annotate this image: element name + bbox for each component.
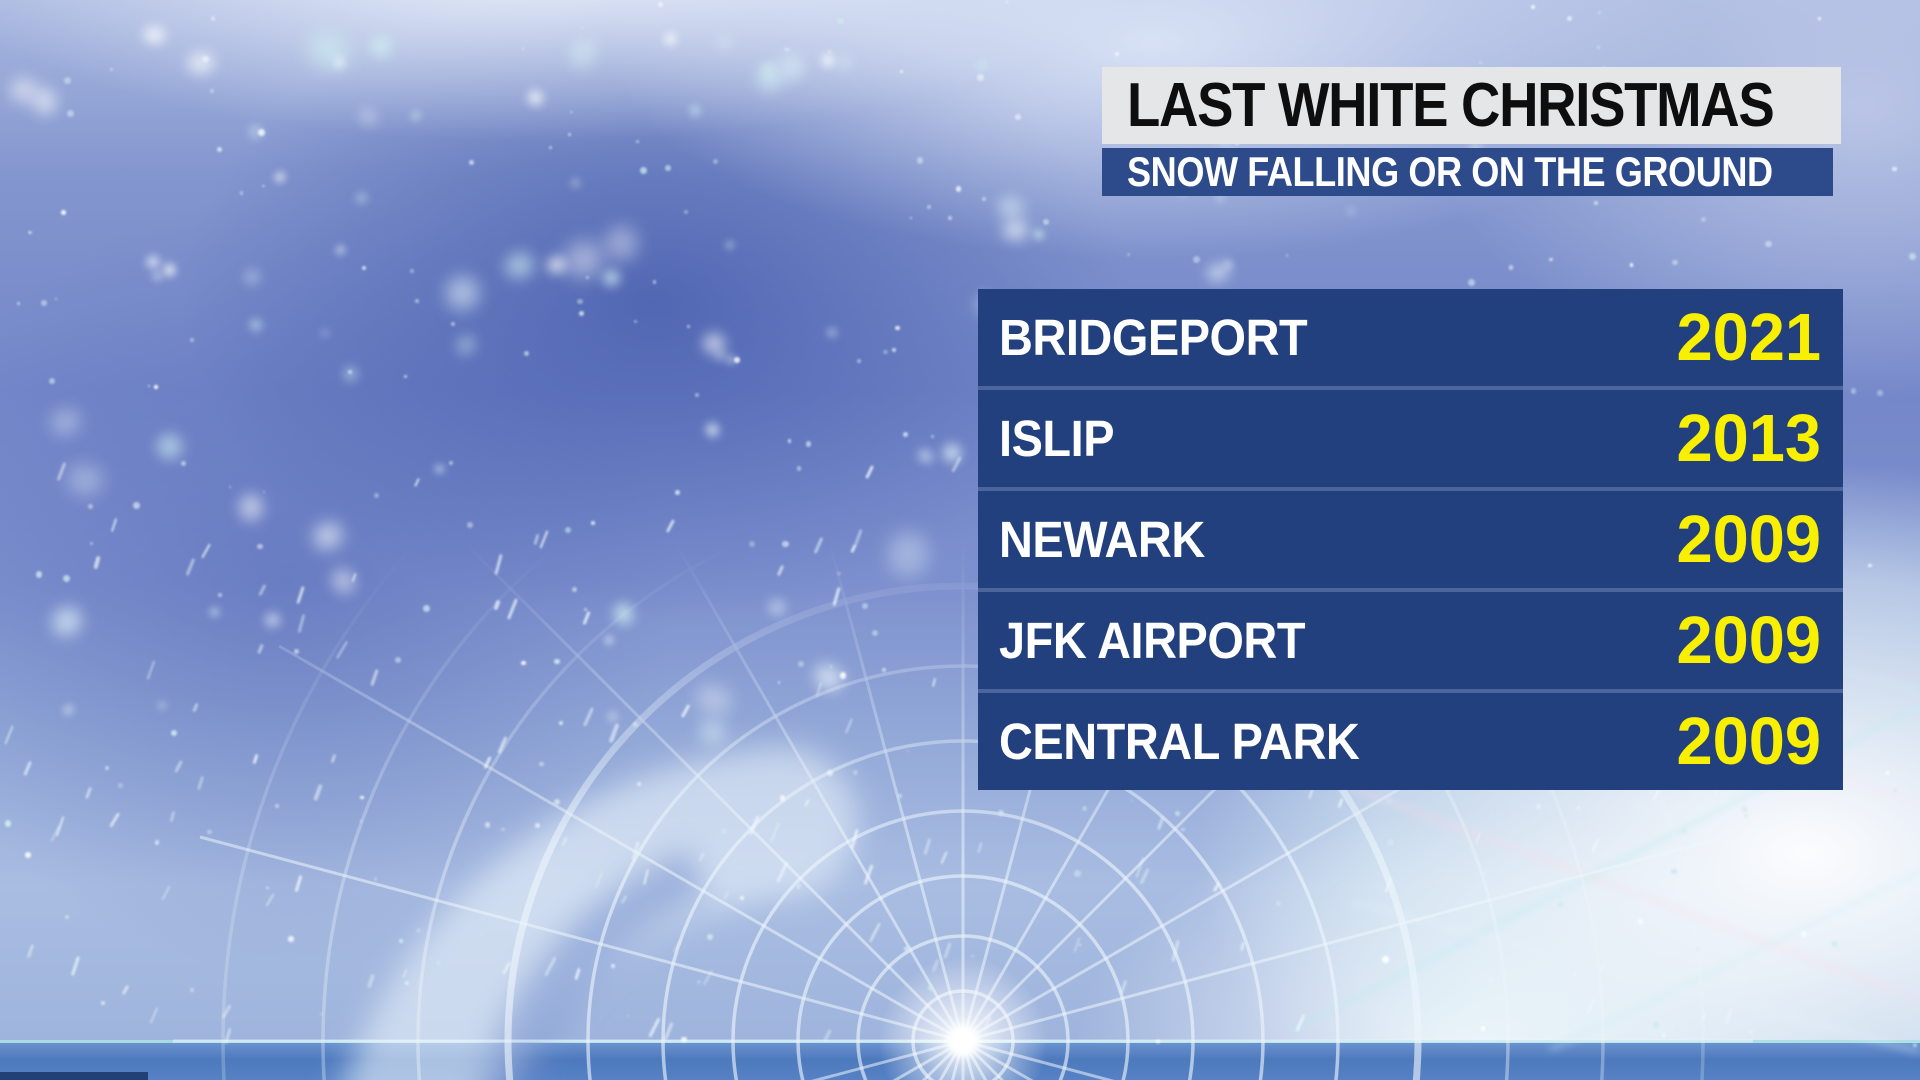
table-row: BRIDGEPORT 2021 <box>978 289 1843 386</box>
subtitle-banner: SNOW FALLING OR ON THE GROUND <box>1102 148 1833 196</box>
location-label: BRIDGEPORT <box>999 309 1308 366</box>
table-row: CENTRAL PARK 2009 <box>978 689 1843 790</box>
year-value: 2009 <box>1676 502 1821 577</box>
page-title: LAST WHITE CHRISTMAS <box>1127 71 1775 140</box>
year-value: 2009 <box>1676 603 1821 678</box>
page-subtitle: SNOW FALLING OR ON THE GROUND <box>1127 148 1773 195</box>
year-value: 2013 <box>1676 401 1821 476</box>
location-label: CENTRAL PARK <box>999 713 1360 770</box>
title-banner: LAST WHITE CHRISTMAS <box>1102 67 1841 144</box>
bottom-left-sliver <box>0 1072 148 1080</box>
location-label: NEWARK <box>999 511 1205 568</box>
year-value: 2021 <box>1676 300 1821 375</box>
data-table: BRIDGEPORT 2021 ISLIP 2013 NEWARK 2009 J… <box>978 289 1843 790</box>
year-value: 2009 <box>1676 704 1821 779</box>
table-row: NEWARK 2009 <box>978 487 1843 588</box>
table-row: JFK AIRPORT 2009 <box>978 588 1843 689</box>
table-row: ISLIP 2013 <box>978 386 1843 487</box>
location-label: ISLIP <box>999 410 1115 467</box>
location-label: JFK AIRPORT <box>999 612 1306 669</box>
